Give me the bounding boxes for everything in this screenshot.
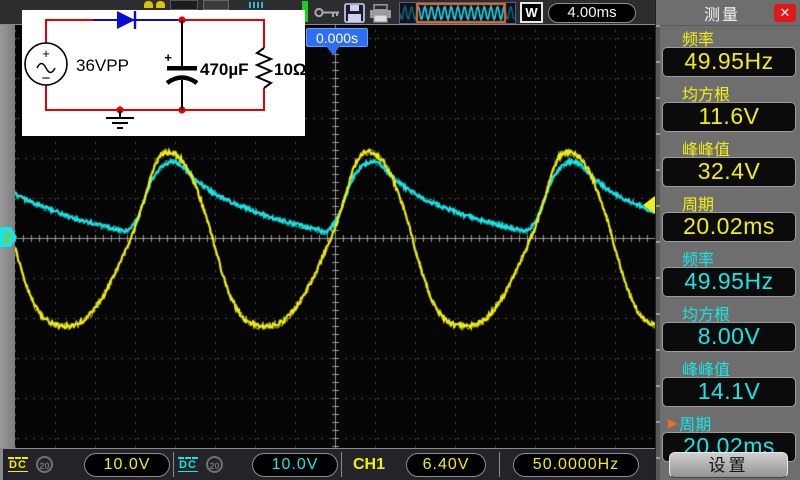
- measure-panel: 测量 ✕ 频率 49.95Hz 均方根 11.6V 峰峰值 32.4V 周期 20.02ms 频…: [655, 0, 800, 480]
- ch2-coupling-badge[interactable]: DC: [178, 457, 198, 472]
- measurement-label: 峰峰值: [682, 141, 731, 159]
- menu-icon: [203, 0, 229, 10]
- ch2-scale-readout[interactable]: 10.0V: [252, 449, 338, 480]
- measurement-label: 周期: [682, 196, 715, 214]
- measurement-label: 峰峰值: [682, 361, 731, 379]
- measurement-item: 峰峰值 32.4V: [660, 138, 800, 187]
- ch2-ground-marker[interactable]: 2: [0, 227, 17, 247]
- measurement-item: 均方根 8.00V: [660, 303, 800, 352]
- measure-title: 测量: [703, 6, 740, 24]
- ch2-status-group[interactable]: DC: [178, 449, 198, 480]
- trigger-status-icon: [302, 1, 308, 22]
- circuit-diagram-inset: + + − 36VPP 470µF 10Ω: [22, 10, 307, 136]
- ch1-coupling-badge[interactable]: DC: [8, 457, 28, 472]
- circuit-schematic: + + − 36VPP 470µF 10Ω: [24, 11, 307, 129]
- ch1-status-group[interactable]: DC: [8, 449, 28, 480]
- print-icon[interactable]: [369, 4, 392, 23]
- measurement-value: 8.00V: [662, 322, 796, 352]
- bezel-fragment: [0, 449, 3, 480]
- resistor-label: 10Ω: [274, 60, 305, 79]
- svg-text:+: +: [42, 46, 50, 61]
- resistor-icon: [254, 47, 274, 89]
- top-bar: W 4.00ms: [0, 0, 655, 25]
- measurement-value: 32.4V: [662, 157, 796, 187]
- trigger-level-marker-icon[interactable]: [643, 196, 655, 214]
- measurement-item: 频率 49.95Hz: [660, 28, 800, 77]
- menu-icon: [170, 0, 198, 10]
- preview-wave-canvas: [400, 3, 515, 23]
- ch1-scale-readout[interactable]: 10.0V: [84, 449, 170, 480]
- timebase-readout[interactable]: 4.00ms: [548, 3, 636, 23]
- source-label: 36VPP: [76, 56, 129, 75]
- capacitor-icon: [167, 66, 197, 71]
- bottom-bar: DC 20 10.0V DC 20 10.0V CH1: [0, 448, 655, 480]
- channel-indicator-icon: [156, 1, 165, 8]
- measurement-value: 20.02ms: [662, 212, 796, 242]
- graticule-area: [15, 25, 655, 448]
- capacitor-label: 470µF: [200, 60, 249, 79]
- measurement-label: 均方根: [682, 306, 731, 324]
- ch1-bandwidth-badge[interactable]: 20: [36, 449, 53, 480]
- ground-icon: [106, 110, 134, 129]
- svg-text:+: +: [164, 50, 172, 65]
- panel-bezel: [656, 25, 660, 480]
- diode-icon: [117, 11, 135, 29]
- close-icon[interactable]: ✕: [774, 3, 796, 22]
- measurement-label: 均方根: [682, 86, 731, 104]
- measurement-item: 周期 20.02ms: [660, 193, 800, 242]
- measurement-label: 频率: [682, 251, 715, 269]
- brand-logo: W: [520, 2, 543, 23]
- measurement-item: 峰峰值 14.1V: [660, 358, 800, 407]
- measurement-value: 49.95Hz: [662, 267, 796, 297]
- wave-mini-icon: [249, 2, 263, 8]
- trigger-position-pointer-icon: [326, 46, 340, 55]
- measurement-item: 均方根 11.6V: [660, 83, 800, 132]
- settings-button[interactable]: 设置: [669, 452, 788, 478]
- svg-text:−: −: [42, 70, 51, 87]
- measurement-label: ▶ 周期: [668, 415, 712, 434]
- trigger-position-tag[interactable]: 0.000s: [306, 28, 369, 47]
- channel-indicator-icon: [144, 1, 153, 8]
- trigger-source-label[interactable]: CH1: [353, 455, 386, 473]
- measure-panel-header: 测量 ✕: [656, 0, 800, 26]
- lock-key-icon[interactable]: [314, 6, 341, 19]
- measurement-value: 11.6V: [662, 102, 796, 132]
- divider: [341, 452, 342, 477]
- measurement-list: 频率 49.95Hz 均方根 11.6V 峰峰值 32.4V 周期 20.02ms 频率 49.9…: [660, 25, 800, 468]
- divider: [173, 452, 174, 477]
- divider: [499, 452, 500, 477]
- save-floppy-icon[interactable]: [344, 3, 365, 23]
- measurement-label: 频率: [682, 31, 715, 49]
- measurement-value: 49.95Hz: [662, 47, 796, 77]
- waveform-preview-strip[interactable]: [399, 2, 516, 24]
- ac-source-icon: + −: [24, 42, 68, 87]
- trigger-level-readout[interactable]: 6.40V: [406, 449, 486, 480]
- ch2-bandwidth-badge[interactable]: 20: [206, 449, 223, 480]
- selected-arrow-icon: ▶: [668, 415, 678, 430]
- measurement-item: 频率 49.95Hz: [660, 248, 800, 297]
- trigger-frequency-readout[interactable]: 50.0000Hz: [513, 449, 639, 480]
- measurement-value: 14.1V: [662, 377, 796, 407]
